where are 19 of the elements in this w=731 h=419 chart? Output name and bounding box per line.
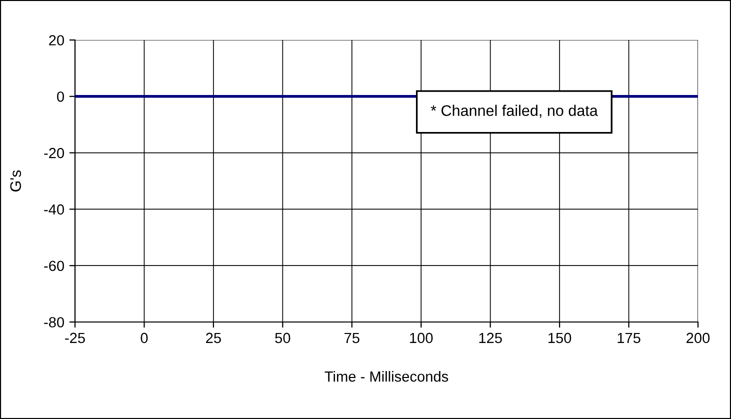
y-tick-label: 20 [49, 35, 64, 46]
y-tick-label: -60 [44, 260, 64, 272]
y-tick-label: 0 [57, 92, 64, 102]
annotation: * Channel failed, no data [430, 104, 598, 118]
x-tick-label: 50 [275, 332, 290, 344]
x-tick-label: 125 [479, 332, 502, 344]
x-axis-title: Time - Milliseconds [324, 371, 448, 382]
x-tick-label: -25 [65, 332, 85, 344]
x-tick-label: 100 [410, 332, 433, 344]
x-tick-label: 0 [140, 332, 148, 344]
y-tick-label: -80 [44, 317, 64, 328]
x-tick-label: 150 [548, 332, 572, 344]
y-tick-label: -40 [44, 204, 64, 215]
x-tick-label: 175 [618, 332, 640, 344]
y-axis-title: G's [10, 170, 22, 192]
x-tick-label: 200 [686, 332, 710, 344]
x-tick-label: 75 [344, 332, 360, 344]
x-tick-label: 25 [206, 332, 221, 344]
y-tick-label: -20 [44, 148, 64, 158]
